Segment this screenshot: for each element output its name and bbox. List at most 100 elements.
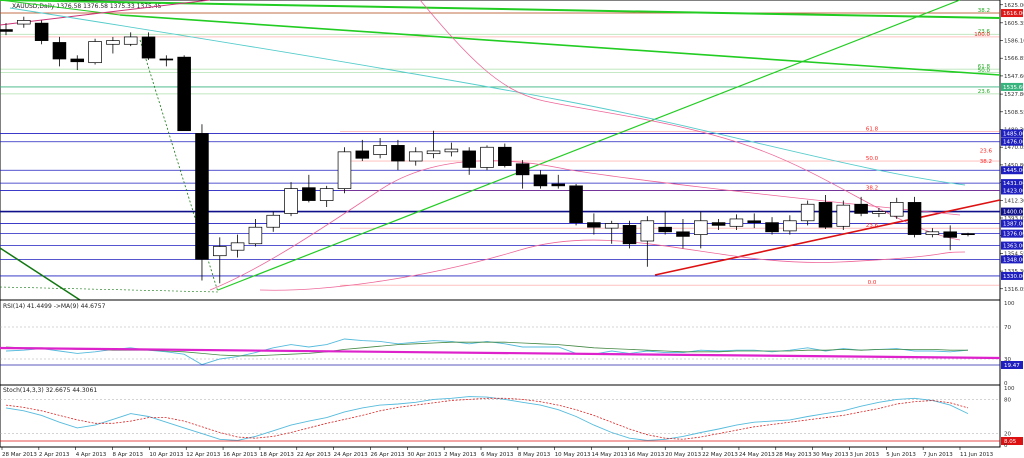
candle-body — [818, 202, 833, 228]
candle-body — [88, 41, 102, 64]
price-badge — [1001, 186, 1023, 195]
fib-label: 23.6 — [978, 89, 991, 95]
price-title: XAUUSD,Daily 1376.58 1376.58 1375.33 137… — [12, 3, 162, 10]
candle-body — [925, 231, 940, 235]
fibonacci-labels: 38.223.6100.061.850.023.661.850.038.223.… — [0, 8, 1000, 286]
candle-body — [943, 231, 957, 238]
green-trendline — [217, 0, 961, 291]
date-tick-label: 16 Apr 2013 — [223, 452, 258, 458]
candle-body — [533, 174, 548, 187]
candle-body — [747, 220, 761, 223]
date-tick-label: 7 Jun 2013 — [923, 452, 953, 458]
indicator-tick-label: 70 — [1004, 325, 1011, 331]
price-tick-label: 1547.60 — [1004, 74, 1024, 80]
candle-body — [640, 220, 655, 242]
candle-body — [248, 226, 263, 245]
price-tick-label: 1527.80 — [1004, 92, 1024, 98]
fib-label: 61.8 — [866, 127, 879, 133]
candle-body — [266, 214, 280, 228]
date-tick-label: 28 Mar 2013 — [2, 452, 37, 458]
price-tick-label: 1625.00 — [1004, 3, 1024, 9]
green-trendline — [0, 0, 1001, 19]
price-tick-label: 1354.55 — [1004, 251, 1024, 257]
magenta-trendline — [0, 0, 211, 26]
fib-label: 23.6 — [866, 223, 879, 229]
candle-body — [462, 150, 476, 168]
price-badge — [1001, 219, 1023, 228]
candle-body — [17, 20, 31, 25]
indicator-tick-label: 0 — [1004, 381, 1008, 387]
price-tick-label: 1508.55 — [1004, 110, 1024, 116]
date-tick-label: 3 Jun 2013 — [849, 452, 879, 458]
candle-body — [711, 222, 726, 226]
indicator-line — [5, 397, 969, 440]
date-tick-label: 16 May 2013 — [628, 452, 664, 458]
date-axis: 28 Mar 2013 2 Apr 2013 4 Apr 2013 8 Apr 201… — [1, 447, 994, 458]
candle-body — [604, 223, 619, 229]
pink-band-lower — [259, 239, 966, 291]
rsi-level-badge — [1001, 361, 1023, 369]
price-panel[interactable]: XAUUSD,Daily 1376.58 1376.58 1375.33 137… — [0, 0, 1024, 301]
price-badge-label: 1348.00 — [1003, 257, 1024, 263]
rsi-level-badge-label: 19.47 — [1004, 363, 1020, 369]
date-tick-label: 22 May 2013 — [702, 452, 738, 458]
stochastic-panel[interactable]: Stoch(14,3,3) 32.6675 44.3061 8.05 100 80… — [0, 384, 1023, 449]
price-badge-label: 1445.00 — [1003, 168, 1024, 174]
indicator-tick-label: 80 — [1004, 397, 1011, 403]
fib-label: 0.0 — [868, 280, 877, 286]
candle-body — [444, 148, 459, 153]
rsi-panel[interactable]: RSI(14) 41.4499 ->MA(9) 44.6757 19.47 10… — [0, 299, 1023, 387]
date-tick-label: 24 May 2013 — [739, 452, 775, 458]
price-badge — [1001, 255, 1023, 264]
candle-body — [872, 211, 886, 214]
cyan-moving-average — [9, 7, 966, 186]
price-badge-label: 1376.00 — [1003, 232, 1024, 238]
date-tick-label: 8 May 2013 — [518, 452, 551, 458]
price-tick-label: 1450.80 — [1004, 163, 1024, 169]
green-trendline — [0, 0, 121, 16]
indicator-tick-label: 100 — [1004, 386, 1015, 392]
fib-label: 38.2 — [866, 185, 878, 191]
candle-body — [284, 188, 298, 214]
candle-body — [337, 151, 352, 189]
indicator-tick-label: 0 — [1004, 443, 1008, 449]
red-trendline — [654, 199, 1001, 276]
candle-body — [195, 133, 209, 260]
candle-body — [391, 145, 405, 162]
candle-body — [480, 146, 494, 168]
price-tick-label: 1586.10 — [1004, 39, 1024, 45]
date-tick-label: 4 Apr 2013 — [76, 452, 107, 458]
stochastic-level-badge-label: 8.05 — [1004, 439, 1017, 445]
price-tick-label: 1566.85 — [1004, 56, 1024, 62]
candle-body — [213, 246, 227, 257]
price-badge-label: 1423.00 — [1003, 188, 1024, 194]
date-tick-label: 20 May 2013 — [665, 452, 701, 458]
price-badge — [1001, 9, 1023, 18]
fib-label: 38.2 — [980, 159, 992, 165]
green-trendline — [119, 14, 1001, 76]
candle-body — [0, 29, 13, 32]
candle-body — [70, 58, 85, 63]
dotted-trendline — [0, 286, 219, 293]
rsi-axis: 100 70 30 0 — [1004, 301, 1015, 387]
indicator-tick-label: 100 — [1004, 301, 1015, 307]
price-badge-label: 1431.00 — [1003, 181, 1024, 187]
date-tick-label: 2 Apr 2013 — [39, 452, 70, 458]
candle-body — [34, 22, 49, 41]
fib-label: 61.8 — [978, 64, 991, 70]
rsi-magenta-trendline — [0, 346, 1001, 360]
trend-lines — [0, 0, 1001, 301]
candle-body — [177, 56, 191, 132]
candle-body — [854, 203, 868, 214]
price-tick-label: 1412.30 — [1004, 198, 1024, 204]
candle-body — [676, 231, 690, 237]
fib-label: 38.2 — [978, 8, 990, 14]
stochastic-lines: 8.05 — [0, 396, 1023, 445]
price-badge — [1001, 82, 1023, 91]
price-badge-label: 1485.00 — [1003, 131, 1024, 137]
indicator-tick-label: 20 — [1004, 432, 1011, 438]
candle-body — [765, 222, 779, 233]
candle-body — [426, 150, 441, 155]
date-tick-label: 8 Apr 2013 — [113, 452, 144, 458]
